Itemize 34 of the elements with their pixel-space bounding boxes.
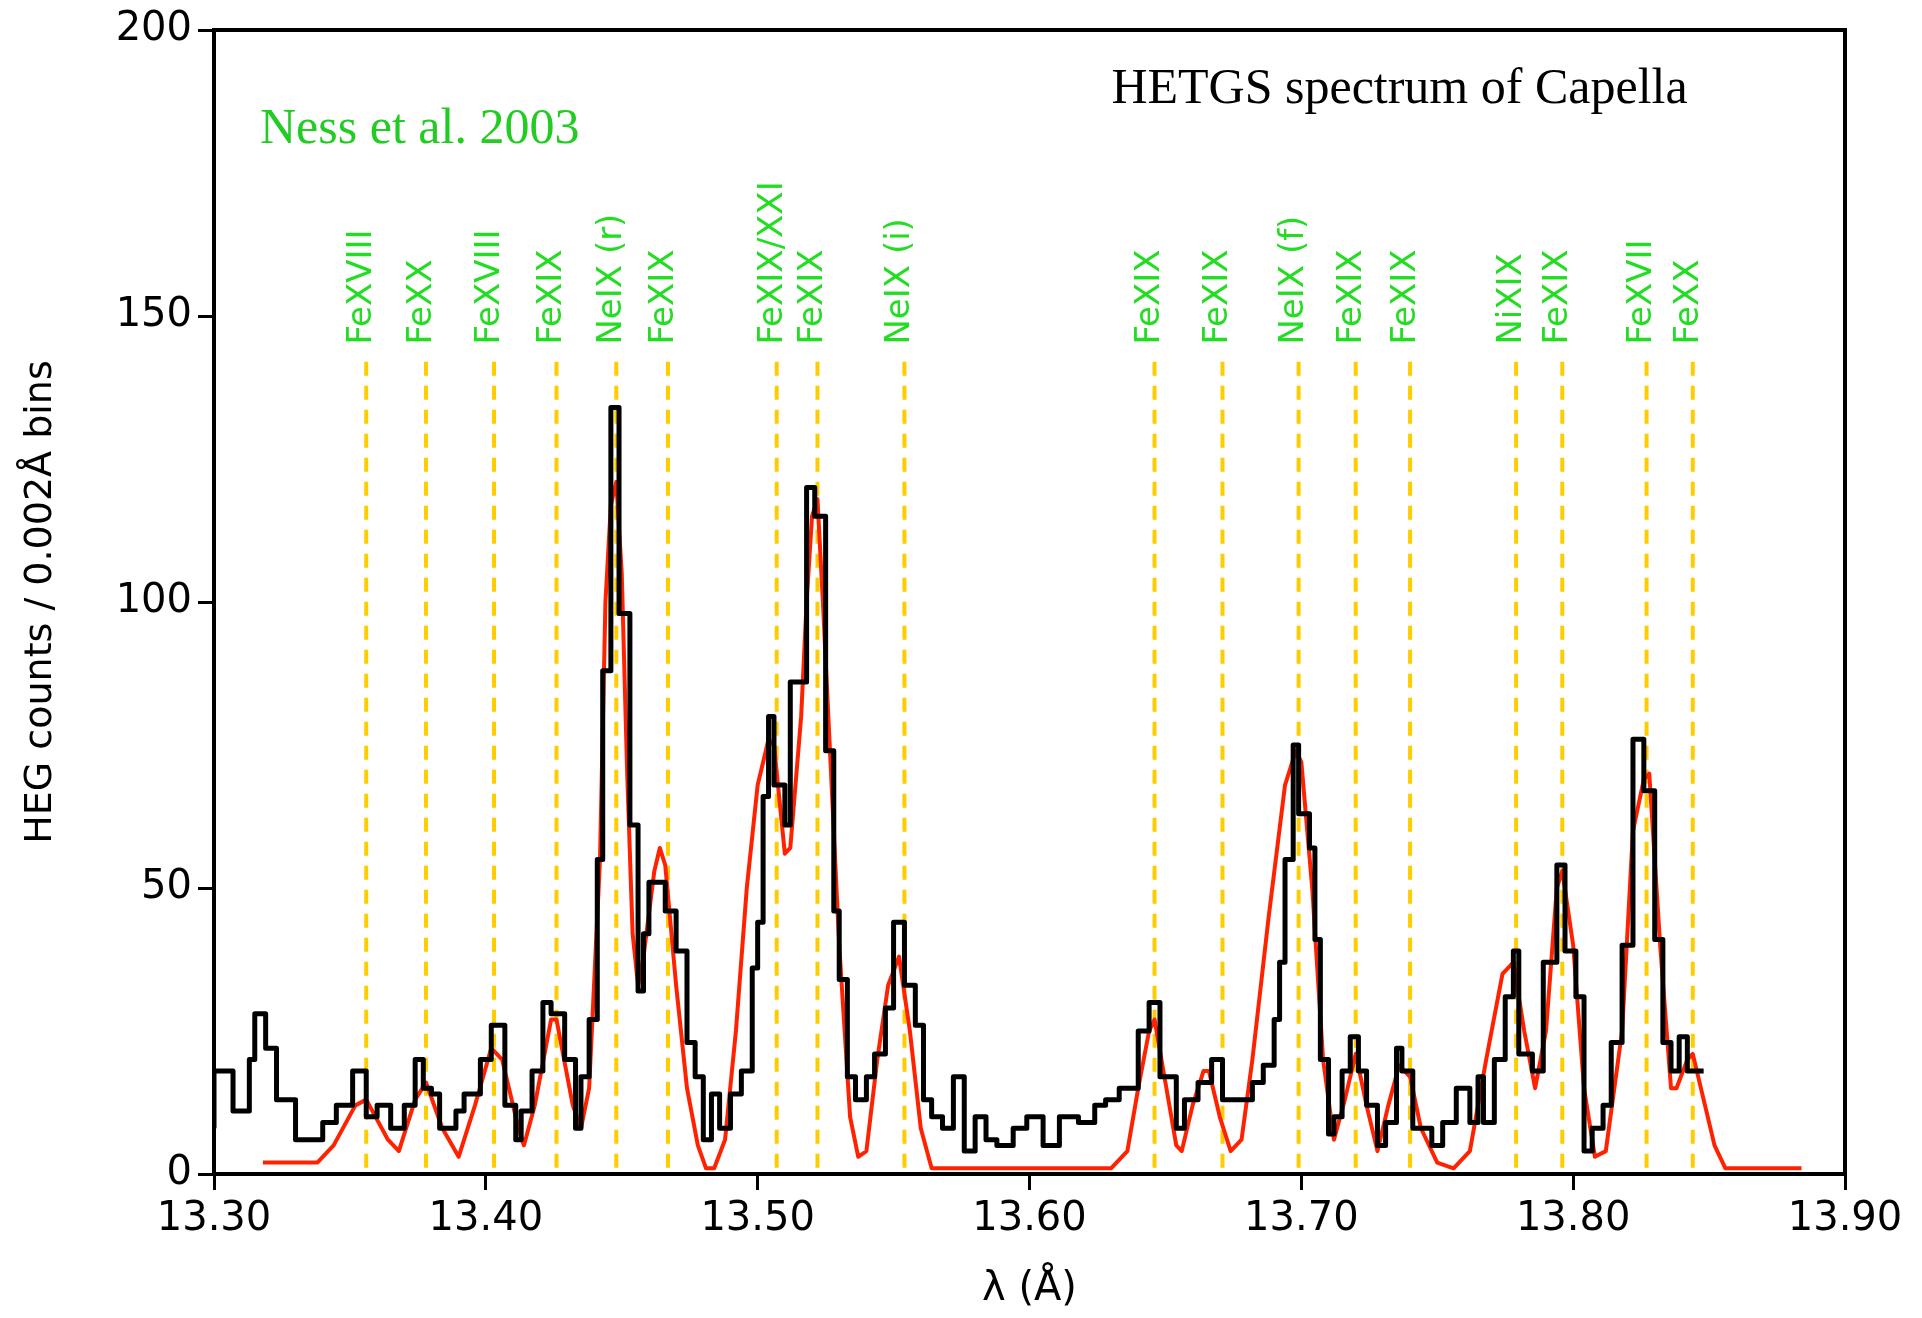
- annotation: Ness et al. 2003: [260, 98, 580, 155]
- x-tick-label: 13.30: [156, 1193, 272, 1240]
- ref-line-label: FeXIX: [1195, 249, 1236, 345]
- ref-line-label: FeXIX: [640, 249, 681, 345]
- y-axis-title: HEG counts / 0.002Å bins: [15, 360, 60, 844]
- ref-line-label: FeXIX: [1382, 249, 1423, 345]
- x-axis-title: λ (Å): [982, 1262, 1077, 1310]
- ref-line-label: FeXIX: [1328, 249, 1369, 345]
- y-tick-label: 50: [141, 861, 192, 908]
- y-tick-label: 200: [115, 3, 192, 50]
- ref-line-label: FeXIX/XXI: [749, 181, 790, 345]
- y-tick-label: 100: [115, 575, 192, 622]
- ref-line-label: NiXIX: [1488, 253, 1529, 345]
- text: HETGS spectrum of Capella: [1111, 58, 1688, 115]
- x-tick-label: 13.50: [700, 1193, 815, 1240]
- ref-line-label: NeIX (r): [589, 213, 630, 345]
- ref-line-label: FeXX: [398, 259, 439, 345]
- ref-line-label: FeXIX: [790, 249, 831, 345]
- ref-line-label: FeXIX: [1535, 249, 1576, 345]
- ref-line-label: FeXVIII: [466, 229, 507, 345]
- x-tick-label: 13.60: [972, 1193, 1087, 1240]
- x-tick-label: 13.90: [1787, 1193, 1903, 1240]
- ref-line-label: NeIX (f): [1271, 215, 1312, 345]
- y-tick-label: 0: [166, 1147, 192, 1194]
- x-tick-label: 13.70: [1244, 1193, 1359, 1240]
- y-tick-label: 150: [115, 289, 192, 336]
- ref-line-label: FeXVII: [1619, 239, 1660, 345]
- ref-line-label: FeXIX: [529, 249, 570, 345]
- ref-line-label: FeXVIII: [339, 229, 380, 345]
- x-tick-label: 13.80: [1515, 1193, 1631, 1240]
- x-tick-label: 13.40: [428, 1193, 544, 1240]
- ref-line-label: FeXIX: [1127, 249, 1168, 345]
- ref-line-label: FeXX: [1665, 259, 1706, 345]
- ref-line-label: NeIX (i): [877, 218, 918, 345]
